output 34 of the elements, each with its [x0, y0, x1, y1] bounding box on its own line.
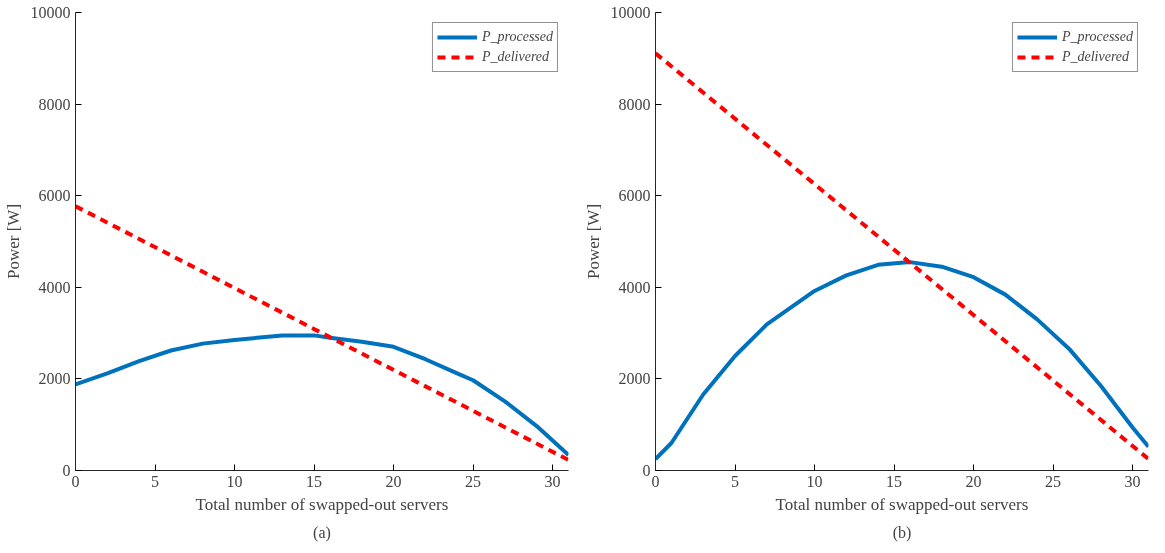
x-tick-label: 20 — [385, 472, 402, 490]
y-tick-label: 8000 — [38, 95, 71, 113]
legend-label: P_delivered — [481, 49, 550, 65]
legend-label: P_delivered — [1061, 49, 1130, 65]
x-tick-label: 30 — [544, 472, 561, 490]
y-tick-label: 2000 — [38, 370, 71, 388]
x-tick-label: 15 — [306, 472, 323, 490]
text: (b) — [892, 523, 912, 542]
x-tick-label: 25 — [1045, 472, 1062, 490]
line-series — [75, 333, 569, 457]
line-series — [655, 260, 1149, 462]
y-tick-label: 10000 — [610, 4, 651, 21]
y-tick-label: 2000 — [618, 370, 651, 388]
legend-label: P_processed — [1061, 29, 1133, 45]
x-tick-label: 30 — [1124, 472, 1141, 490]
text: (a) — [313, 523, 331, 542]
y-tick-label: 10000 — [30, 4, 71, 21]
legend-label: P_processed — [481, 29, 553, 45]
x-axis-title: Total number of swapped-out servers — [775, 494, 1029, 514]
y-tick-label: 8000 — [618, 95, 651, 113]
x-tick-label: 5 — [151, 472, 160, 490]
x-tick-label: 10 — [806, 472, 823, 490]
y-tick-label: 4000 — [38, 278, 71, 296]
x-tick-label: 15 — [886, 472, 903, 490]
y-tick-label: 6000 — [618, 187, 651, 205]
y-tick-label: 4000 — [618, 278, 651, 296]
x-tick-label: 10 — [226, 472, 243, 490]
x-tick-label: 20 — [965, 472, 982, 490]
y-axis-title: Power [W] — [3, 203, 23, 280]
y-axis-title: Power [W] — [583, 203, 603, 280]
x-tick-label: 25 — [465, 472, 482, 490]
x-axis-title: Total number of swapped-out servers — [195, 494, 449, 514]
x-tick-label: 5 — [731, 472, 740, 490]
y-tick-label: 6000 — [38, 187, 71, 205]
